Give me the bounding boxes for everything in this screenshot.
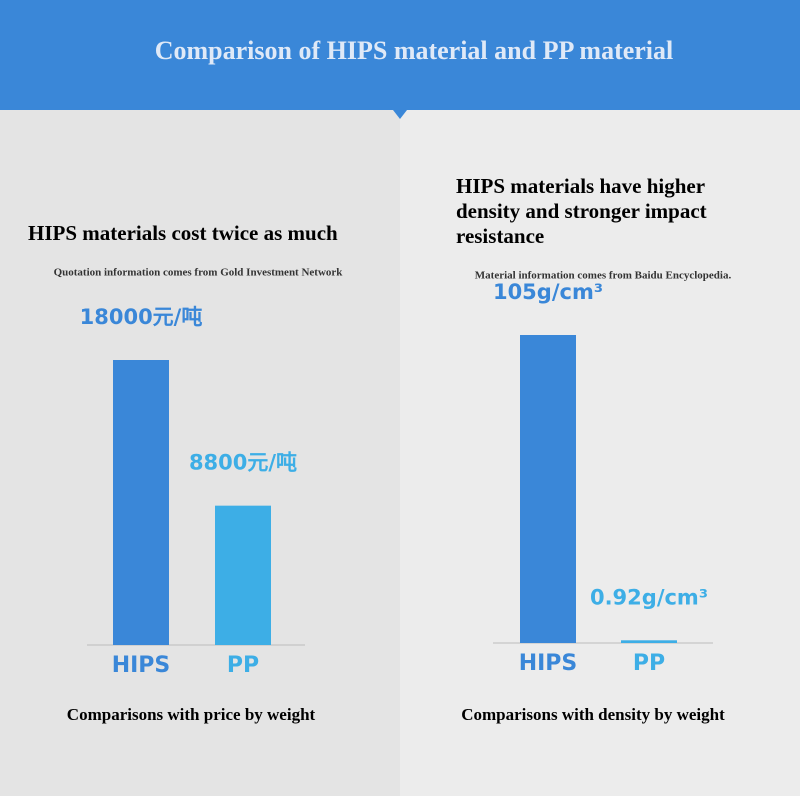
x-tick-label: HIPS: [112, 653, 171, 678]
bar: [113, 360, 169, 645]
chart-title: HIPS materials cost twice as much: [28, 221, 338, 245]
chart-subtitle: Material information comes from Baidu En…: [475, 270, 732, 282]
x-axis-label: Comparisons with density by weight: [461, 705, 725, 724]
bar: [215, 505, 271, 645]
header-band: [0, 0, 800, 110]
bar: [621, 640, 677, 643]
value-label: 105g/cm³: [493, 280, 603, 304]
x-tick-label: HIPS: [519, 651, 578, 676]
value-label: 0.92g/cm³: [590, 585, 708, 609]
left-panel: [0, 0, 400, 796]
value-label: 8800元/吨: [189, 451, 297, 475]
x-axis-label: Comparisons with price by weight: [67, 705, 316, 724]
value-label: 18000元/吨: [80, 305, 203, 329]
chart-title: HIPS materials have higher density and s…: [456, 174, 707, 248]
bar: [520, 335, 576, 643]
x-tick-label: PP: [633, 651, 665, 676]
chart-subtitle: Quotation information comes from Gold In…: [54, 267, 344, 279]
right-panel: [400, 110, 800, 796]
x-tick-label: PP: [227, 653, 259, 678]
header-notch: [393, 110, 407, 119]
page-title: Comparison of HIPS material and PP mater…: [155, 36, 674, 65]
